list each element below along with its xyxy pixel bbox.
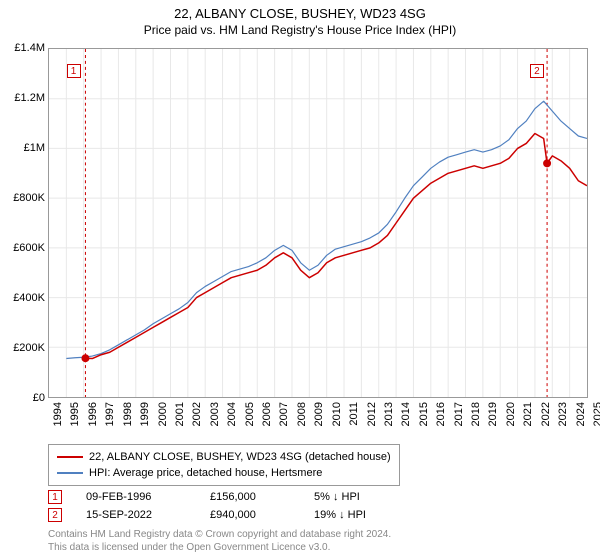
sale-marker-1: 1 [48, 490, 62, 504]
legend-swatch-hpi [57, 472, 83, 474]
legend-label-hpi: HPI: Average price, detached house, Hert… [89, 465, 322, 481]
xtick-label: 2005 [244, 402, 256, 432]
ytick-label: £600K [1, 242, 45, 254]
legend-label-price-paid: 22, ALBANY CLOSE, BUSHEY, WD23 4SG (deta… [89, 449, 391, 465]
xtick-label: 2010 [331, 402, 343, 432]
xtick-label: 2021 [522, 402, 534, 432]
xtick-label: 2025 [592, 402, 600, 432]
xtick-label: 2012 [366, 402, 378, 432]
xtick-label: 2024 [575, 402, 587, 432]
chart-container: 22, ALBANY CLOSE, BUSHEY, WD23 4SG Price… [0, 0, 600, 560]
xtick-label: 2018 [470, 402, 482, 432]
ytick-label: £1.2M [1, 92, 45, 104]
xtick-label: 2004 [226, 402, 238, 432]
legend-item-price-paid: 22, ALBANY CLOSE, BUSHEY, WD23 4SG (deta… [57, 449, 391, 465]
ytick-label: £800K [1, 192, 45, 204]
ytick-label: £400K [1, 292, 45, 304]
footer-attribution: Contains HM Land Registry data © Crown c… [48, 528, 391, 554]
legend-box: 22, ALBANY CLOSE, BUSHEY, WD23 4SG (deta… [48, 444, 400, 486]
footer-line-2: This data is licensed under the Open Gov… [48, 541, 391, 554]
sale-price-1: £156,000 [210, 491, 290, 503]
xtick-label: 2020 [505, 402, 517, 432]
xtick-label: 2006 [261, 402, 273, 432]
ytick-label: £1M [1, 142, 45, 154]
sale-price-2: £940,000 [210, 509, 290, 521]
xtick-label: 2015 [418, 402, 430, 432]
ytick-label: £0 [1, 392, 45, 404]
xtick-label: 1995 [69, 402, 81, 432]
xtick-label: 2009 [313, 402, 325, 432]
xtick-label: 1994 [52, 402, 64, 432]
xtick-label: 2011 [348, 402, 360, 432]
xtick-label: 2016 [435, 402, 447, 432]
page-subtitle: Price paid vs. HM Land Registry's House … [0, 21, 600, 41]
xtick-label: 2019 [487, 402, 499, 432]
table-row: 1 09-FEB-1996 £156,000 5% ↓ HPI [48, 488, 404, 506]
legend-item-hpi: HPI: Average price, detached house, Hert… [57, 465, 391, 481]
footer-line-1: Contains HM Land Registry data © Crown c… [48, 528, 391, 541]
xtick-label: 2002 [191, 402, 203, 432]
plot-svg [49, 49, 587, 397]
xtick-label: 2007 [278, 402, 290, 432]
xtick-label: 2013 [383, 402, 395, 432]
xtick-label: 2000 [157, 402, 169, 432]
sale-marker-2: 2 [48, 508, 62, 522]
ytick-label: £1.4M [1, 42, 45, 54]
table-row: 2 15-SEP-2022 £940,000 19% ↓ HPI [48, 506, 404, 524]
xtick-label: 2008 [296, 402, 308, 432]
ytick-label: £200K [1, 342, 45, 354]
sale-date-2: 15-SEP-2022 [86, 509, 186, 521]
xtick-label: 2001 [174, 402, 186, 432]
sales-table: 1 09-FEB-1996 £156,000 5% ↓ HPI 2 15-SEP… [48, 488, 404, 524]
xtick-label: 2022 [540, 402, 552, 432]
xtick-label: 1996 [87, 402, 99, 432]
plot-area [48, 48, 588, 398]
xtick-label: 1997 [104, 402, 116, 432]
xtick-label: 2023 [557, 402, 569, 432]
xtick-label: 1999 [139, 402, 151, 432]
sale-marker-box: 1 [67, 64, 81, 78]
legend-swatch-price-paid [57, 456, 83, 458]
xtick-label: 1998 [122, 402, 134, 432]
xtick-label: 2014 [400, 402, 412, 432]
xtick-label: 2017 [453, 402, 465, 432]
page-title: 22, ALBANY CLOSE, BUSHEY, WD23 4SG [0, 0, 600, 21]
sale-pct-2: 19% ↓ HPI [314, 509, 404, 521]
xtick-label: 2003 [209, 402, 221, 432]
sale-date-1: 09-FEB-1996 [86, 491, 186, 503]
sale-marker-box: 2 [530, 64, 544, 78]
sale-pct-1: 5% ↓ HPI [314, 491, 404, 503]
